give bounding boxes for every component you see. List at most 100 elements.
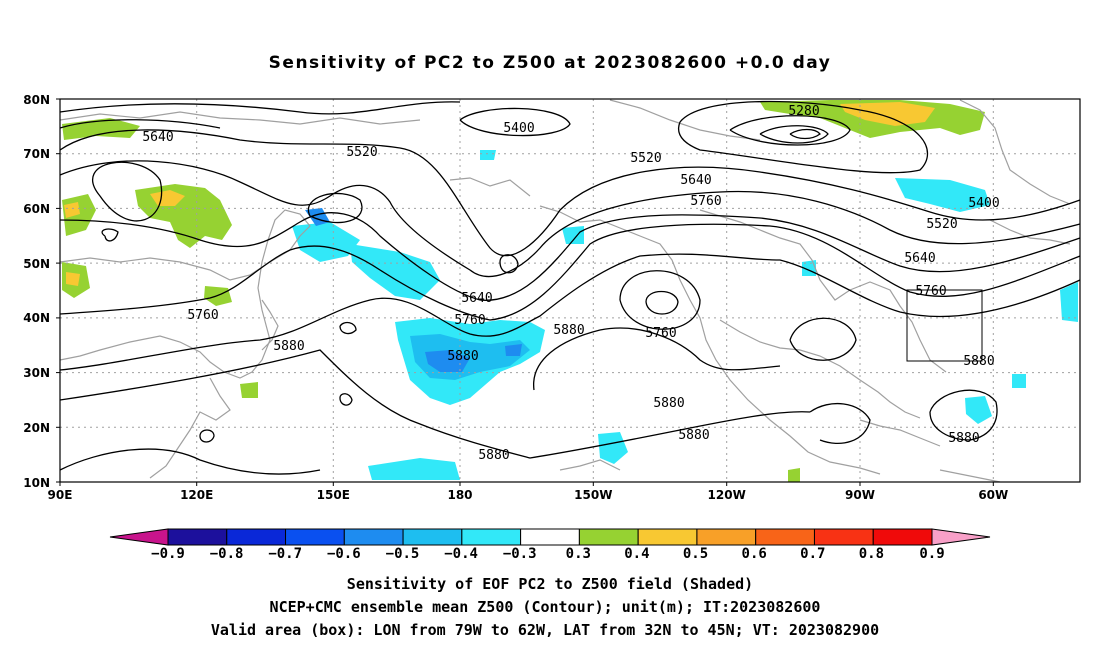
sensitivity-shading [62, 100, 1078, 482]
caption-line-contour: NCEP+CMC ensemble mean Z500 (Contour); u… [270, 598, 821, 616]
grid-lines [60, 99, 1080, 482]
colorbar-label: 0.9 [919, 546, 944, 562]
colorbar-cell [520, 528, 580, 546]
lon-label: 60W [978, 488, 1008, 502]
lon-label: 150E [317, 488, 350, 502]
lat-label: 70N [23, 147, 50, 161]
lat-label: 30N [23, 366, 50, 380]
colorbar-label: 0.3 [566, 546, 591, 562]
axis-ticks [56, 98, 994, 486]
colorbar-label: 0.7 [800, 546, 825, 562]
contour-label: 5880 [963, 354, 994, 369]
colorbar-cell [343, 528, 404, 546]
negative-patch-gulf [562, 226, 584, 244]
colorbar-labels: −0.9 −0.8 −0.7 −0.6 −0.5 −0.4 −0.3 0.3 0… [151, 546, 945, 562]
colorbar-label: −0.9 [151, 546, 185, 562]
contour-label: 5760 [690, 194, 721, 209]
contour-label: 5520 [926, 217, 957, 232]
figure-caption: Sensitivity of EOF PC2 to Z500 field (Sh… [211, 575, 879, 639]
colorbar-label: −0.5 [386, 546, 420, 562]
contour-labels: 5400 5280 5640 5520 5520 5640 5760 5400 … [142, 104, 999, 463]
colorbar-cell [167, 528, 228, 546]
contour-label: 5880 [447, 349, 478, 364]
negative-patch-south2 [598, 432, 628, 464]
colorbar-over-triangle [931, 528, 991, 546]
caption-line-valid-area: Valid area (box): LON from 79W to 62W, L… [211, 621, 879, 639]
contour-label: 5760 [915, 284, 946, 299]
negative-patch-arctic [480, 150, 496, 160]
colorbar-cell [461, 528, 522, 546]
colorbar-label: 0.6 [742, 546, 767, 562]
colorbar-cell [696, 528, 757, 546]
contour-label: 5760 [645, 326, 676, 341]
contour-label: 5760 [187, 308, 218, 323]
colorbar-label: −0.7 [268, 546, 302, 562]
negative-patch-kamchatka-core [305, 208, 330, 226]
contour-label: 5760 [454, 313, 485, 328]
colorbar-label: −0.6 [327, 546, 361, 562]
colorbar-cells [167, 528, 933, 546]
colorbar-cell [755, 528, 815, 546]
colorbar-label: −0.8 [210, 546, 244, 562]
positive-patch-small [240, 382, 258, 398]
map-frame [59, 98, 1081, 483]
negative-patch-kamchatka2 [350, 244, 440, 300]
negative-patch-pacific-core [425, 350, 470, 372]
contour-label: 5520 [346, 145, 377, 160]
contour-label: 5400 [503, 121, 534, 136]
map-panel: 5400 5280 5640 5520 5520 5640 5760 5400 … [56, 98, 1081, 486]
negative-patch-pacific-core2 [505, 344, 522, 356]
colorbar-cell [226, 528, 287, 546]
colorbar-label: −0.4 [444, 546, 478, 562]
colorbar-cell [578, 528, 639, 546]
contour-label: 5880 [653, 396, 684, 411]
valid-area-box [906, 289, 983, 362]
colorbar-label: 0.4 [624, 546, 649, 562]
contour-label: 5880 [678, 428, 709, 443]
contour-label: 5880 [478, 448, 509, 463]
contour-label: 5400 [968, 196, 999, 211]
positive-patch-w2-core [66, 272, 80, 286]
longitude-labels: 90E 120E 150E 180 150W 120W 90W 60W [48, 488, 1009, 502]
contour-label: 5640 [142, 130, 173, 145]
colorbar-cell [872, 528, 933, 546]
colorbar-cell [813, 528, 874, 546]
negative-patch-atlantic [895, 178, 990, 212]
colorbar-label: 0.5 [683, 546, 708, 562]
colorbar-cell [637, 528, 698, 546]
contour-label: 5640 [904, 251, 935, 266]
positive-patch-siberia-core [150, 190, 185, 206]
lat-label: 60N [23, 202, 50, 216]
colorbar: −0.9 −0.8 −0.7 −0.6 −0.5 −0.4 −0.3 0.3 0… [109, 528, 991, 562]
lon-label: 90W [845, 488, 875, 502]
lat-label: 40N [23, 311, 50, 325]
negative-patch-east [1060, 282, 1078, 322]
contour-label: 5880 [273, 339, 304, 354]
lat-label: 20N [23, 421, 50, 435]
latitude-labels: 80N 70N 60N 50N 40N 30N 20N 10N [23, 93, 50, 490]
colorbar-label: −0.3 [503, 546, 537, 562]
positive-patch-west-core [64, 202, 80, 218]
lon-label: 90E [48, 488, 73, 502]
negative-patch-south [368, 458, 460, 480]
negative-patch-atlantic3 [1012, 374, 1026, 388]
colorbar-cell [285, 528, 345, 546]
lon-label: 150W [574, 488, 612, 502]
colorbar-under-triangle [109, 528, 169, 546]
negative-patch-atlantic2 [965, 396, 992, 424]
contour-label: 5520 [630, 151, 661, 166]
lat-label: 80N [23, 93, 50, 107]
figure-title: Sensitivity of PC2 to Z500 at 2023082600… [269, 53, 832, 73]
lon-label: 180 [447, 488, 472, 502]
caption-line-shading: Sensitivity of EOF PC2 to Z500 field (Sh… [347, 575, 753, 593]
positive-patch-arctic-core [840, 102, 935, 126]
contour-label: 5880 [553, 323, 584, 338]
lon-label: 120W [708, 488, 746, 502]
contour-label: 5640 [461, 291, 492, 306]
contour-label: 5280 [788, 104, 819, 119]
positive-patch-small2 [788, 468, 800, 482]
z500-contours [59, 100, 1081, 475]
lon-label: 120E [180, 488, 213, 502]
colorbar-label: 0.8 [859, 546, 884, 562]
